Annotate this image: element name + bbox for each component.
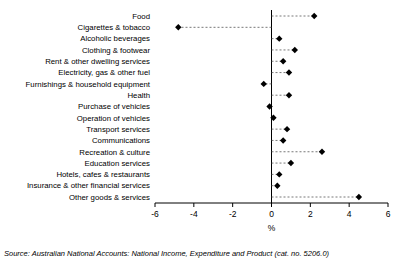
category-label: Rent & other dwelling services xyxy=(45,57,150,66)
x-tick-label: 0 xyxy=(269,209,274,219)
dot xyxy=(284,126,290,132)
dot xyxy=(266,103,272,109)
category-label: Furnishings & household equipment xyxy=(26,80,151,89)
x-tick-label: 6 xyxy=(386,209,391,219)
dot xyxy=(319,149,325,155)
dot xyxy=(280,137,286,143)
leader-line xyxy=(178,27,271,28)
x-tick-label: -4 xyxy=(190,209,198,219)
x-tick-label: -6 xyxy=(151,209,159,219)
leader-line xyxy=(272,197,359,198)
category-label: Electricity, gas & other fuel xyxy=(58,68,150,77)
dot xyxy=(286,92,292,98)
dot xyxy=(286,69,292,75)
category-label: Communications xyxy=(92,136,150,145)
x-tick xyxy=(155,203,156,207)
category-label: Cigarettes & tobacco xyxy=(78,23,151,32)
dot xyxy=(270,115,276,121)
category-label: Alcoholic beverages xyxy=(80,34,150,43)
x-tick xyxy=(232,203,233,207)
leader-line xyxy=(272,151,322,152)
category-label: Hotels, cafes & restaurants xyxy=(56,170,150,179)
dot xyxy=(311,13,317,19)
source-note: Source: Australian National Accounts: Na… xyxy=(4,249,330,258)
dot xyxy=(280,58,286,64)
x-axis-label: % xyxy=(268,223,276,233)
x-tick xyxy=(310,203,311,207)
x-tick xyxy=(388,203,389,207)
x-tick-label: 4 xyxy=(347,209,352,219)
category-label: Education services xyxy=(85,159,151,168)
dot xyxy=(276,171,282,177)
category-label: Operation of vehicles xyxy=(77,114,150,123)
category-label: Insurance & other financial services xyxy=(27,181,150,190)
category-label: Other goods & services xyxy=(69,193,150,202)
dot xyxy=(274,182,280,188)
category-label: Recreation & culture xyxy=(79,148,150,157)
dot xyxy=(356,194,362,200)
x-tick xyxy=(271,203,272,207)
x-tick xyxy=(193,203,194,207)
x-tick-label: 2 xyxy=(308,209,313,219)
category-label: Food xyxy=(132,12,150,21)
dot xyxy=(261,81,267,87)
category-label: Purchase of vehicles xyxy=(78,102,150,111)
category-label: Health xyxy=(127,91,150,100)
category-label: Clothing & footwear xyxy=(82,46,150,55)
dot xyxy=(288,160,294,166)
leader-line xyxy=(272,16,315,17)
leader-line xyxy=(272,49,295,50)
x-tick-label: -2 xyxy=(229,209,237,219)
marks xyxy=(175,13,362,200)
dot xyxy=(292,47,298,53)
x-tick xyxy=(349,203,350,207)
dot xyxy=(175,24,181,30)
category-label: Transport services xyxy=(86,125,150,134)
dot xyxy=(276,35,282,41)
